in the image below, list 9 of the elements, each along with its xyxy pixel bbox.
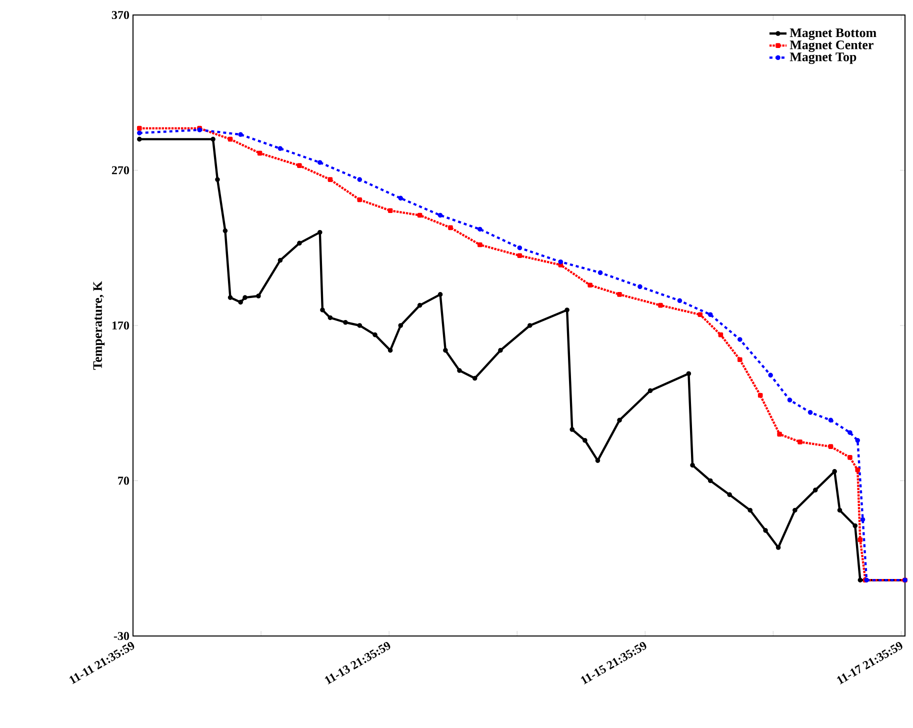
y-tick-label: 370 (112, 10, 130, 20)
legend-label: Magnet Bottom (790, 28, 876, 40)
legend-label: Magnet Center (790, 40, 874, 52)
y-tick-label: 170 (112, 321, 130, 330)
legend-label: Magnet Top (790, 52, 856, 64)
y-tick-label: 70 (118, 476, 130, 485)
y-tick-label: -30 (114, 632, 130, 640)
y-tick-label: 270 (112, 166, 130, 174)
y-axis-title: Temperature, K (93, 281, 105, 370)
